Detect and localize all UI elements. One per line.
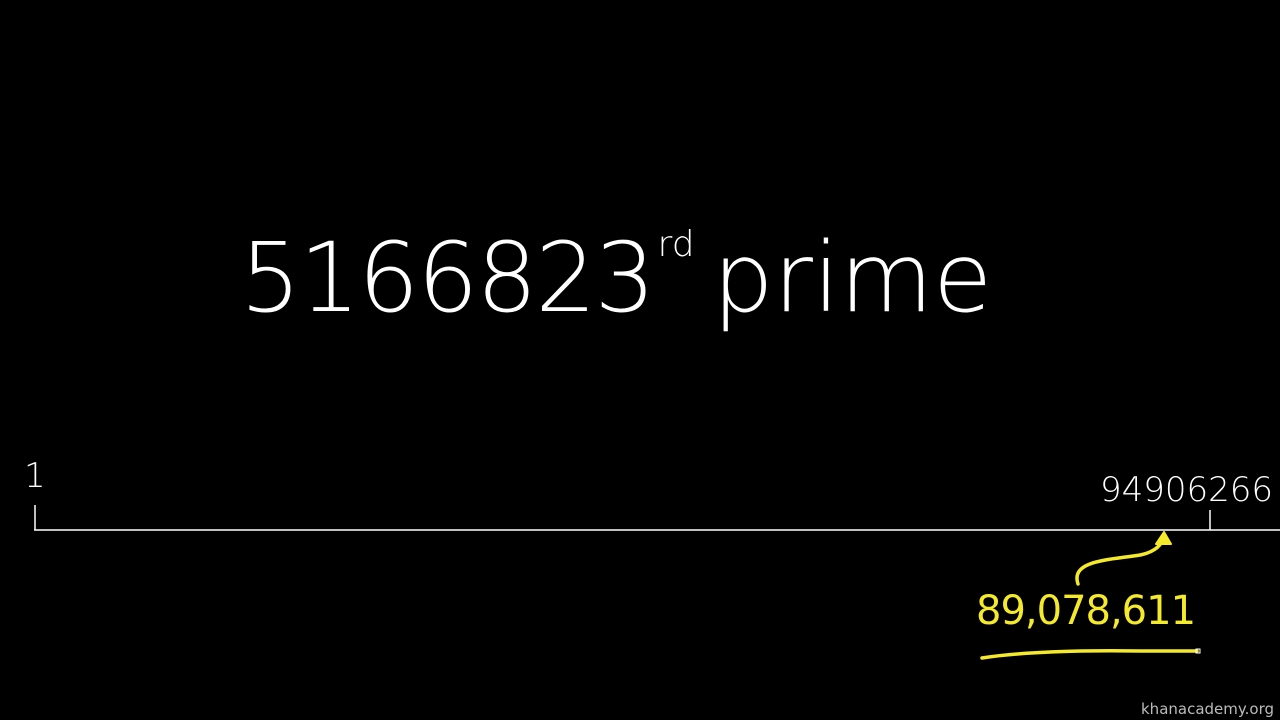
ordinal-suffix: rd	[657, 224, 695, 265]
underline-end-dot	[1195, 648, 1201, 654]
prime-index-number: 5166823	[240, 222, 656, 334]
number-line-start-label: 1	[24, 456, 46, 496]
pointer-arrow-shaft	[1075, 534, 1166, 586]
pointer-arrow-head	[1155, 531, 1172, 545]
number-line-end-label: 94906266	[1100, 470, 1274, 510]
underline-stroke	[980, 649, 1199, 660]
watermark: khanacademy.org	[1141, 700, 1274, 718]
highlighted-value-label: 89,078,611	[976, 588, 1196, 634]
prime-word: prime	[712, 222, 993, 334]
